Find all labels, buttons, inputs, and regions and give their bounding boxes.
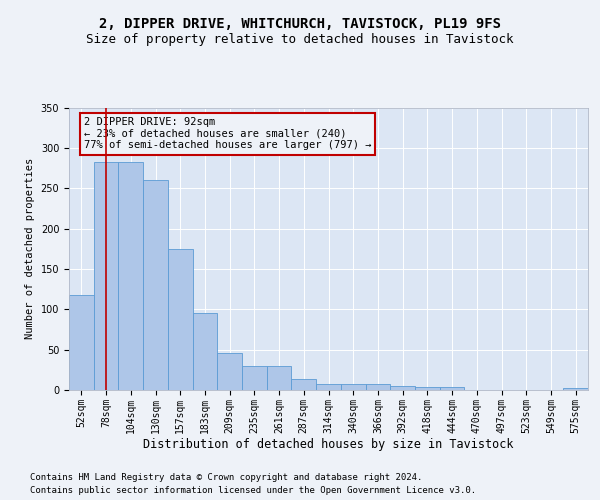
Bar bbox=[143, 180, 168, 390]
Bar bbox=[267, 366, 292, 390]
Bar bbox=[390, 386, 415, 390]
Bar bbox=[69, 295, 94, 390]
Bar bbox=[118, 162, 143, 390]
Bar bbox=[415, 387, 440, 390]
Text: Contains public sector information licensed under the Open Government Licence v3: Contains public sector information licen… bbox=[30, 486, 476, 495]
Bar bbox=[365, 384, 390, 390]
Text: Size of property relative to detached houses in Tavistock: Size of property relative to detached ho… bbox=[86, 32, 514, 46]
Bar bbox=[242, 366, 267, 390]
Bar bbox=[217, 353, 242, 390]
Text: 2 DIPPER DRIVE: 92sqm
← 23% of detached houses are smaller (240)
77% of semi-det: 2 DIPPER DRIVE: 92sqm ← 23% of detached … bbox=[84, 117, 371, 150]
Text: Contains HM Land Registry data © Crown copyright and database right 2024.: Contains HM Land Registry data © Crown c… bbox=[30, 472, 422, 482]
X-axis label: Distribution of detached houses by size in Tavistock: Distribution of detached houses by size … bbox=[143, 438, 514, 452]
Bar bbox=[168, 249, 193, 390]
Bar bbox=[193, 312, 217, 390]
Bar bbox=[94, 162, 118, 390]
Bar bbox=[316, 384, 341, 390]
Bar bbox=[440, 387, 464, 390]
Bar bbox=[292, 378, 316, 390]
Text: 2, DIPPER DRIVE, WHITCHURCH, TAVISTOCK, PL19 9FS: 2, DIPPER DRIVE, WHITCHURCH, TAVISTOCK, … bbox=[99, 18, 501, 32]
Bar bbox=[341, 384, 365, 390]
Y-axis label: Number of detached properties: Number of detached properties bbox=[25, 158, 35, 340]
Bar bbox=[563, 388, 588, 390]
